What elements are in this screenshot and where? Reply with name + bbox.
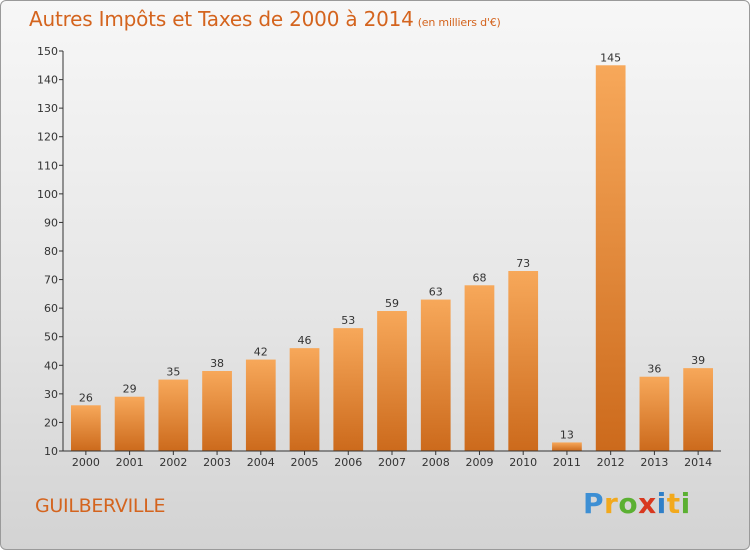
bar-2012 bbox=[595, 65, 626, 452]
bar-2013 bbox=[639, 376, 670, 451]
x-tick-label: 2012 bbox=[597, 456, 625, 469]
data-label-2005: 46 bbox=[298, 334, 312, 347]
proxiti-logo: Proxiti bbox=[583, 487, 691, 520]
y-tick-label: 140 bbox=[37, 74, 58, 87]
data-label-2007: 59 bbox=[385, 297, 399, 310]
data-label-2009: 68 bbox=[472, 271, 486, 284]
y-axis-ticks: 10 20 30 40 50 60 70 80 90 100 110 120 130 140 150 bbox=[37, 45, 63, 458]
bar-2007 bbox=[377, 311, 407, 451]
logo-letter: i bbox=[680, 487, 691, 520]
data-label-2006: 53 bbox=[341, 314, 355, 327]
bar-2005 bbox=[289, 348, 320, 451]
y-tick-label: 70 bbox=[44, 274, 58, 287]
data-label-2013: 36 bbox=[647, 363, 661, 376]
y-tick-label: 20 bbox=[44, 416, 58, 429]
y-tick-label: 90 bbox=[44, 216, 58, 229]
x-tick-label: 2002 bbox=[159, 456, 187, 469]
y-tick-label: 40 bbox=[44, 359, 58, 372]
bar-2006 bbox=[333, 328, 364, 451]
x-tick-label: 2009 bbox=[465, 456, 493, 469]
x-tick-label: 2003 bbox=[203, 456, 231, 469]
x-tick-label: 2014 bbox=[684, 456, 712, 469]
data-label-2014: 39 bbox=[691, 354, 705, 367]
y-tick-label: 50 bbox=[44, 331, 58, 344]
x-tick-label: 2005 bbox=[291, 456, 319, 469]
bar-2002 bbox=[158, 379, 189, 451]
y-tick-label: 100 bbox=[37, 188, 58, 201]
y-tick-label: 110 bbox=[37, 159, 58, 172]
data-label-2000: 26 bbox=[79, 391, 93, 404]
y-tick-label: 60 bbox=[44, 302, 58, 315]
x-tick-label: 2008 bbox=[422, 456, 450, 469]
data-label-2002: 35 bbox=[166, 366, 180, 379]
chart-subtitle: (en milliers d'€) bbox=[417, 16, 501, 29]
x-axis-ticks: 2000 2001 2002 2003 2004 2005 2006 2007 2008 2009… bbox=[72, 451, 712, 469]
data-label-2008: 63 bbox=[429, 286, 443, 299]
bars-group: 26 29 35 38 42 46 53 59 63 68 73 13 145 36 39 bbox=[70, 51, 714, 452]
logo-letter: o bbox=[618, 487, 639, 520]
bar-2014 bbox=[683, 368, 714, 451]
y-tick-label: 80 bbox=[44, 245, 58, 258]
x-tick-label: 2007 bbox=[378, 456, 406, 469]
chart-title-text: Autres Impôts et Taxes de 2000 à 2014 bbox=[29, 7, 414, 31]
bar-2008 bbox=[420, 299, 451, 451]
commune-name: GUILBERVILLE bbox=[35, 495, 166, 517]
y-tick-label: 130 bbox=[37, 102, 58, 115]
bar-2009 bbox=[464, 285, 495, 451]
data-label-2010: 73 bbox=[516, 257, 530, 270]
data-label-2001: 29 bbox=[123, 383, 137, 396]
y-tick-label: 120 bbox=[37, 131, 58, 144]
x-tick-label: 2004 bbox=[247, 456, 275, 469]
logo-letter: i bbox=[656, 487, 667, 520]
logo-letter: r bbox=[604, 487, 619, 520]
data-label-2004: 42 bbox=[254, 346, 268, 359]
data-label-2012: 145 bbox=[600, 51, 621, 64]
x-tick-label: 2013 bbox=[640, 456, 668, 469]
y-tick-label: 150 bbox=[37, 45, 58, 58]
x-tick-label: 2006 bbox=[334, 456, 362, 469]
bar-2003 bbox=[202, 371, 232, 451]
bar-2004 bbox=[245, 359, 276, 451]
bar-2010 bbox=[508, 271, 539, 451]
data-label-2003: 38 bbox=[210, 357, 224, 370]
bar-2000 bbox=[70, 405, 101, 451]
logo-letter: P bbox=[583, 487, 605, 520]
y-tick-label: 30 bbox=[44, 388, 58, 401]
logo-letter: x bbox=[638, 487, 657, 520]
chart-title: Autres Impôts et Taxes de 2000 à 2014 (en… bbox=[29, 7, 501, 31]
x-tick-label: 2000 bbox=[72, 456, 100, 469]
x-tick-label: 2001 bbox=[116, 456, 144, 469]
logo-letter: t bbox=[666, 487, 681, 520]
y-tick-label: 10 bbox=[44, 445, 58, 458]
x-tick-label: 2010 bbox=[509, 456, 537, 469]
x-tick-label: 2011 bbox=[553, 456, 581, 469]
bar-2001 bbox=[114, 396, 145, 451]
data-label-2011: 13 bbox=[560, 428, 574, 441]
bar-2011 bbox=[552, 442, 582, 451]
